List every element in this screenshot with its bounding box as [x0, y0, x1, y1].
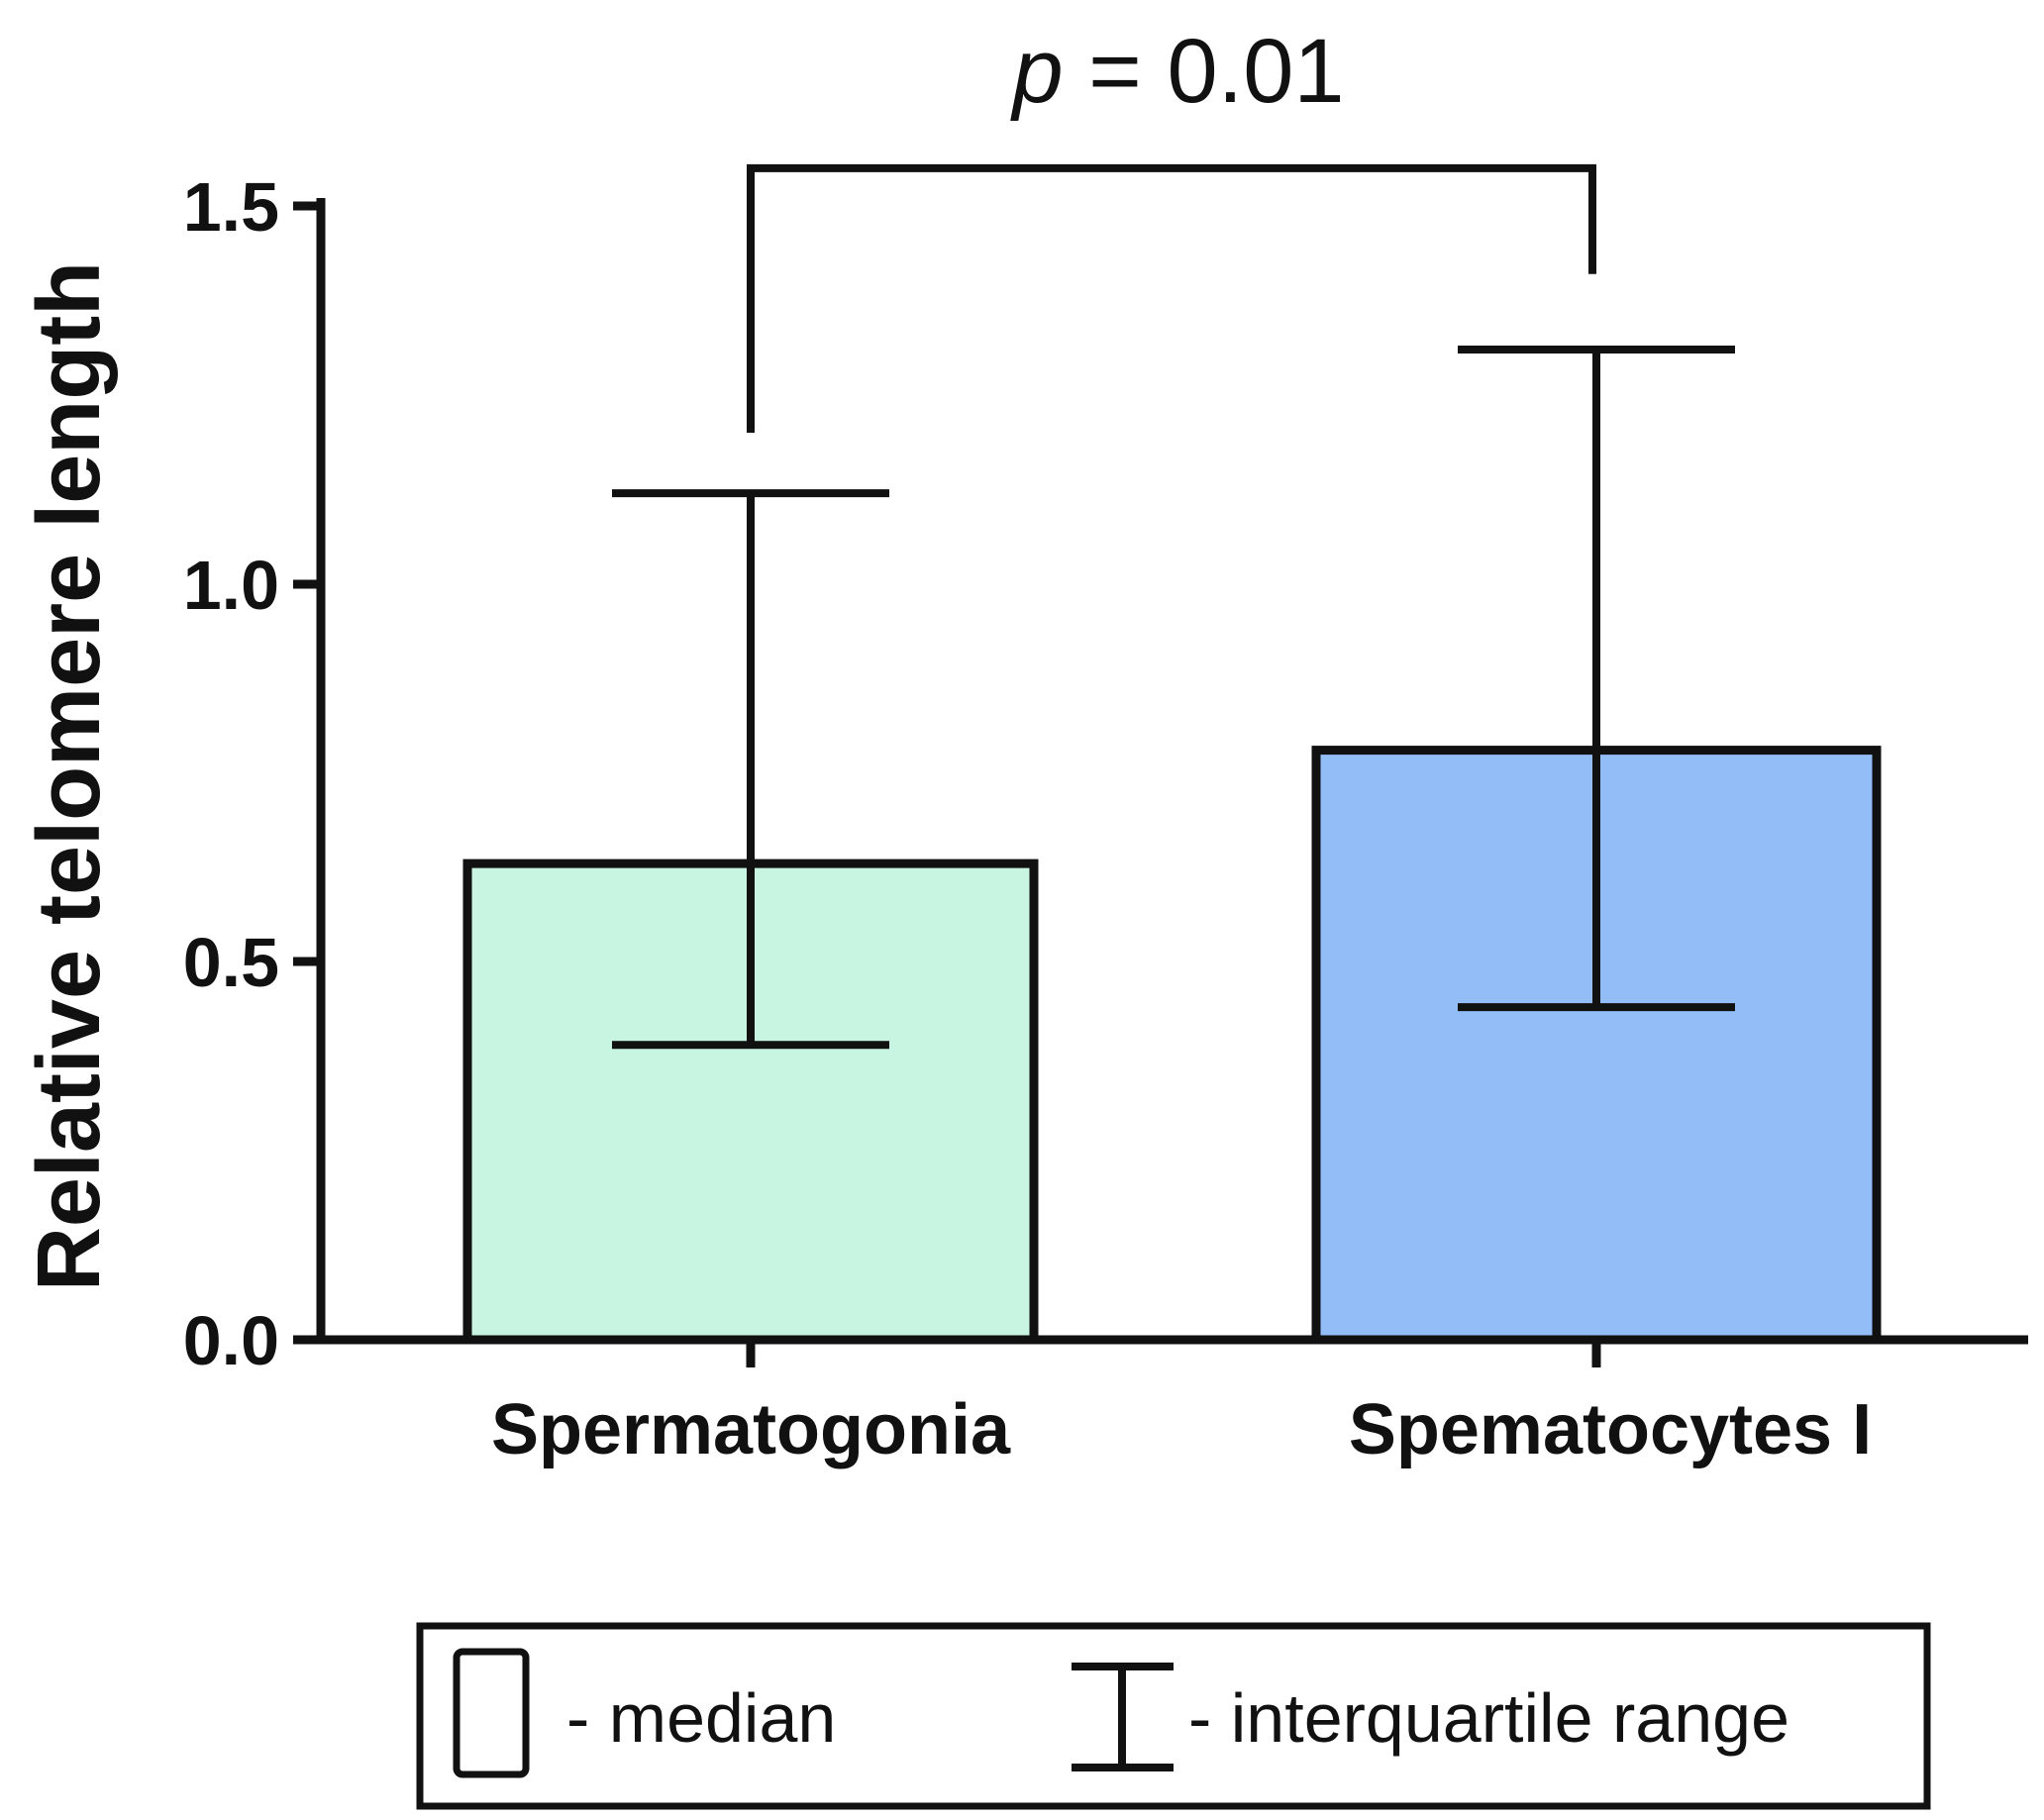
y-axis-label: Relative telomere length — [20, 261, 119, 1291]
legend-box — [416, 1622, 1931, 1810]
y-tick-label-0: 0.0 — [183, 1302, 279, 1379]
legend-iqr-icon — [1072, 1663, 1174, 1771]
x-category-label-spematocytes-i: Spematocytes I — [1349, 1390, 1872, 1469]
significance-bracket — [747, 163, 1596, 433]
error-bar-spematocytes-i — [1458, 346, 1735, 1012]
y-tick-label-2: 1.0 — [183, 547, 279, 624]
legend-iqr-label: - interquartile range — [1188, 1679, 1789, 1757]
y-tick-label-1: 0.5 — [183, 924, 279, 1001]
legend-median-label: - median — [566, 1679, 836, 1757]
legend: - median - interquartile range — [416, 1622, 1931, 1810]
y-ticks — [293, 201, 321, 1345]
y-tick-label-3: 1.5 — [183, 168, 279, 246]
p-value-annotation: p = 0.01 — [1009, 21, 1344, 122]
y-tick-labels: 0.0 0.5 1.0 1.5 — [183, 168, 279, 1379]
x-category-label-spermatogonia: Spermatogonia — [491, 1390, 1011, 1469]
p-symbol: p — [1009, 21, 1063, 122]
legend-median-icon — [453, 1648, 530, 1778]
error-bar-spermatogonia — [612, 489, 889, 1050]
p-value-text: = 0.01 — [1064, 21, 1345, 122]
